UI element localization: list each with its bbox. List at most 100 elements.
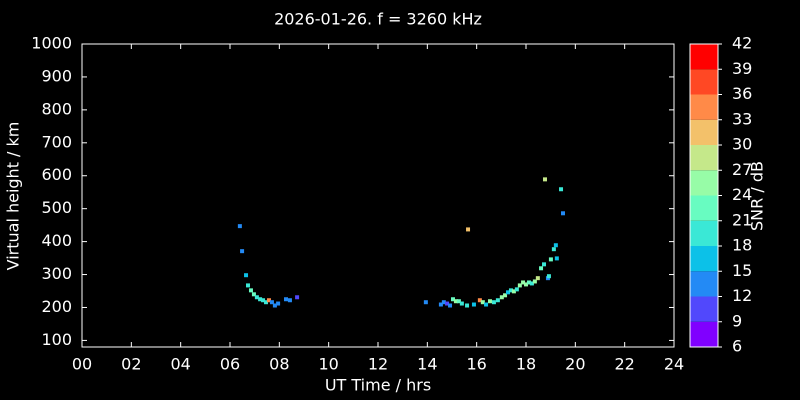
colorbar-band: [690, 44, 718, 70]
point: [535, 276, 540, 281]
x-axis-label: UT Time / hrs: [325, 376, 431, 395]
x-tick-label: 24: [664, 355, 684, 374]
point: [246, 283, 251, 288]
point: [529, 281, 534, 286]
colorbar-tick-label: 6: [732, 337, 742, 356]
colorbar-band: [690, 145, 718, 171]
point: [553, 243, 558, 248]
colorbar-band: [690, 321, 718, 347]
point: [511, 289, 516, 294]
x-tick-label: 14: [417, 355, 437, 374]
colorbar-band: [690, 94, 718, 120]
point: [438, 302, 443, 307]
point: [240, 249, 245, 254]
point: [514, 287, 519, 292]
point: [524, 282, 528, 287]
point: [471, 302, 476, 307]
colorbar-band: [690, 296, 718, 322]
point: [477, 298, 482, 303]
y-tick-label: 300: [41, 264, 72, 283]
point: [548, 257, 553, 262]
x-tick-label: 22: [614, 355, 634, 374]
point: [505, 290, 510, 295]
colorbar-band: [690, 271, 718, 297]
point: [237, 224, 242, 229]
point: [456, 299, 461, 304]
point: [517, 283, 522, 288]
colorbar-label: SNR / dB: [748, 161, 767, 231]
point: [546, 274, 551, 279]
y-tick-label: 600: [41, 165, 72, 184]
point: [526, 280, 531, 285]
point: [441, 300, 446, 305]
point: [495, 298, 500, 303]
point: [559, 187, 564, 192]
colorbar-tick-label: 15: [732, 261, 752, 280]
point: [272, 303, 277, 308]
x-tick-label: 16: [466, 355, 486, 374]
colorbar-tick-label: 18: [732, 236, 752, 255]
point: [445, 301, 450, 306]
point: [539, 266, 544, 271]
point: [542, 262, 547, 267]
colorbar-tick-label: 36: [732, 84, 752, 103]
x-tick-label: 06: [220, 355, 240, 374]
colorbar-band: [690, 220, 718, 246]
point: [244, 273, 249, 278]
y-tick-label: 100: [41, 330, 72, 349]
colorbar-band: [690, 246, 718, 272]
point: [423, 300, 428, 305]
x-tick-label: 04: [170, 355, 190, 374]
colorbar-tick-label: 30: [732, 135, 752, 154]
x-tick-label: 20: [565, 355, 585, 374]
colorbar-band: [690, 119, 718, 145]
y-tick-label: 700: [41, 132, 72, 151]
y-tick-label: 900: [41, 66, 72, 85]
point: [450, 297, 455, 302]
point: [503, 293, 508, 298]
point: [448, 303, 453, 308]
point: [554, 256, 559, 261]
point: [266, 298, 271, 303]
point: [466, 227, 471, 232]
point: [295, 295, 300, 300]
plot-frame: [81, 43, 675, 348]
point: [269, 300, 274, 305]
point: [551, 247, 556, 252]
point: [258, 297, 263, 302]
point: [276, 301, 281, 306]
point: [248, 288, 253, 293]
point: [561, 211, 565, 216]
point: [465, 303, 470, 308]
point: [453, 299, 458, 304]
point: [508, 288, 513, 293]
point: [480, 300, 485, 305]
point: [491, 300, 496, 305]
colorbar-tick-label: 39: [732, 59, 752, 78]
x-tick-label: 12: [368, 355, 388, 374]
x-tick-label: 02: [121, 355, 141, 374]
point: [264, 300, 269, 305]
x-tick-label: 08: [269, 355, 289, 374]
colorbar-tick-label: 24: [732, 185, 752, 204]
colorbar-tick-label: 21: [732, 210, 752, 229]
colorbar-tick-label: 12: [732, 286, 752, 305]
x-tick-label: 10: [318, 355, 338, 374]
y-axis-label: Virtual height / km: [4, 122, 23, 271]
point: [484, 302, 489, 307]
point: [459, 301, 464, 306]
colorbar-tick-label: 9: [732, 311, 742, 330]
colorbar-band: [690, 170, 718, 196]
colorbar-tick-label: 42: [732, 34, 752, 53]
point: [521, 280, 526, 285]
y-tick-label: 1000: [31, 34, 72, 53]
y-tick-label: 400: [41, 231, 72, 250]
y-tick-label: 200: [41, 297, 72, 316]
y-tick-label: 500: [41, 198, 72, 217]
x-tick-label: 18: [516, 355, 536, 374]
point: [487, 299, 492, 304]
point: [283, 297, 288, 302]
point: [499, 295, 504, 300]
colorbar-tick-label: 33: [732, 109, 752, 128]
